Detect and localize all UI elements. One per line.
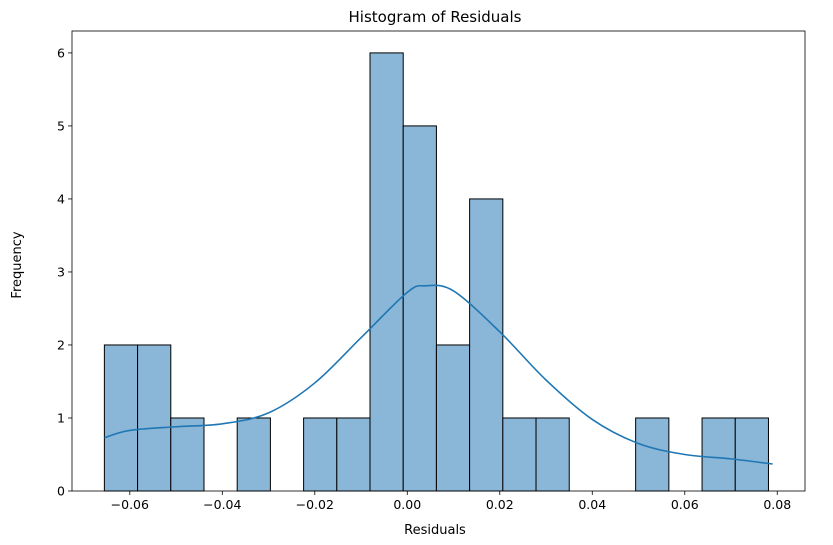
histogram-bar xyxy=(336,417,371,492)
histogram-bar xyxy=(734,417,769,492)
y-tick-label: 6 xyxy=(57,45,65,60)
histogram-bar xyxy=(369,52,404,492)
x-tick-label: 0.08 xyxy=(763,497,791,512)
histogram-bar xyxy=(170,417,205,492)
histogram-bar xyxy=(435,344,471,492)
x-tick-label: −0.02 xyxy=(296,497,334,512)
x-tick-label: 0.06 xyxy=(671,497,699,512)
plot-frame xyxy=(71,30,806,492)
histogram-bar xyxy=(303,417,338,492)
y-tick-label: 1 xyxy=(57,410,65,425)
x-tick-label: 0.02 xyxy=(486,497,514,512)
y-tick-label: 5 xyxy=(57,118,65,133)
histogram-bar xyxy=(469,198,504,492)
y-tick-label: 3 xyxy=(57,264,65,279)
x-tick-label: −0.04 xyxy=(203,497,241,512)
x-tick-label: 0.00 xyxy=(393,497,421,512)
histogram-bar xyxy=(236,417,271,492)
y-tick-label: 0 xyxy=(57,484,65,499)
histogram-bars xyxy=(103,52,769,492)
histogram-bar xyxy=(502,417,537,492)
x-tick-label: −0.06 xyxy=(111,497,149,512)
x-axis-ticks: −0.06 −0.04 −0.02 0.00 0.02 0.04 0.06 0.08 xyxy=(111,491,791,512)
y-axis-label: Frequency xyxy=(10,231,25,298)
y-tick-label: 2 xyxy=(57,337,65,352)
kde-curve xyxy=(104,284,773,465)
y-axis-ticks: 0 1 2 3 4 5 6 xyxy=(57,45,72,499)
y-tick-label: 4 xyxy=(57,191,65,206)
chart-title: Histogram of Residuals xyxy=(349,8,522,26)
x-axis-label: Residuals xyxy=(404,523,466,538)
x-tick-label: 0.04 xyxy=(578,497,606,512)
histogram-bar xyxy=(103,344,139,492)
histogram-bar xyxy=(402,125,437,492)
histogram-bar xyxy=(635,417,670,492)
histogram-bar xyxy=(535,417,570,492)
histogram-bar xyxy=(701,417,736,492)
histogram-bar xyxy=(137,344,172,492)
